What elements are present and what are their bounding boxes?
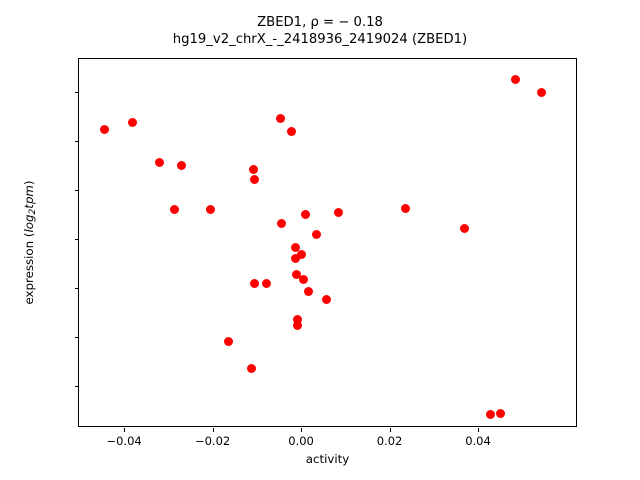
data-point [276,113,286,123]
data-point [301,209,311,219]
data-point [311,229,321,239]
data-point [261,279,271,289]
x-axis-tick [301,428,303,432]
data-point [297,249,307,259]
x-axis-tick-label: −0.02 [194,434,231,448]
data-point [485,409,495,419]
data-point [496,408,506,418]
data-point [292,314,302,324]
data-point [249,279,259,289]
data-point [277,218,287,228]
x-axis-tick [478,428,480,432]
x-axis-label: activity [305,452,350,466]
data-point [460,223,470,233]
data-point [510,74,520,84]
data-point [248,165,258,175]
data-point [176,161,186,171]
x-axis-tick-label: 0.00 [288,434,314,448]
data-point [321,294,331,304]
plot-data-area [79,59,576,426]
data-point [224,336,234,346]
chart-title: ZBED1, ρ = − 0.18 hg19_v2_chrX_-_2418936… [0,14,640,48]
plot-axes-frame: 4.004.254.504.755.005.255.50−0.04−0.020.… [75,58,577,448]
y-axis-tick [75,141,79,143]
y-axis-tick [75,92,79,93]
chart-title-line-1: ZBED1, ρ = − 0.18 [257,15,383,30]
y-axis-tick [75,288,79,290]
data-point [127,117,137,127]
y-axis-label-text: expression (log2tpm) [22,180,39,305]
data-point [287,126,297,136]
data-point [154,157,164,167]
data-point [303,286,313,296]
data-point [536,88,546,98]
data-point [99,124,109,134]
chart-title-line-2: hg19_v2_chrX_-_2418936_2419024 (ZBED1) [172,32,468,47]
data-point [291,269,301,279]
data-point [249,175,259,185]
x-axis-tick-label: −0.04 [106,434,142,448]
data-point [292,321,302,331]
y-axis-tick [75,190,79,192]
data-point [400,203,410,213]
y-axis-tick [75,337,79,339]
data-point [290,253,300,263]
data-point [333,207,343,217]
y-axis-tick [75,386,79,388]
data-point [206,204,216,214]
data-point [170,204,180,214]
data-point [246,364,256,374]
x-axis-tick-label: 0.04 [465,434,491,448]
y-axis-tick [75,239,79,241]
x-axis-tick [212,428,214,432]
data-point [290,242,300,252]
x-axis-tick [389,428,391,432]
x-axis-tick-label: 0.02 [376,434,403,448]
x-axis-tick [124,428,126,432]
y-axis-label: expression (log2tpm) [22,58,38,427]
data-point [298,274,308,284]
